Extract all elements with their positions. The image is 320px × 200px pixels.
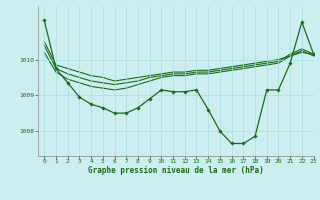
X-axis label: Graphe pression niveau de la mer (hPa): Graphe pression niveau de la mer (hPa) [88,166,264,175]
